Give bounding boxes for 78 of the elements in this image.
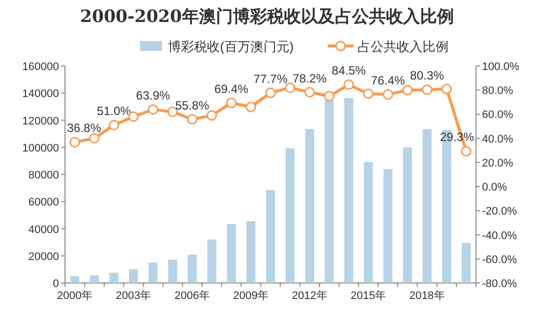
y2-tick-label: 40.0%	[482, 133, 514, 146]
point	[324, 90, 334, 102]
y2-tick-label: 80.0%	[482, 85, 514, 98]
data-label: 36.8%	[67, 121, 102, 136]
point	[382, 89, 394, 100]
point	[344, 79, 354, 90]
point	[422, 84, 432, 95]
bar	[383, 169, 392, 283]
point	[265, 88, 276, 98]
bar	[226, 224, 236, 283]
bar	[188, 254, 197, 283]
y-tick-label: 80000	[28, 170, 59, 182]
point	[402, 84, 413, 96]
x-tick-label: 2012年	[292, 290, 328, 302]
y-tick-label: 120000	[22, 115, 59, 128]
y-tick-label: 40000	[28, 224, 59, 236]
y2-tick-label: 100.0%	[482, 61, 520, 73]
y2-tick-label: -80.0%	[482, 278, 518, 290]
y-tick-label: 140000	[22, 88, 59, 100]
data-label: 55.8%	[175, 98, 210, 112]
y-tick-label: 0	[52, 278, 59, 290]
bar	[148, 262, 158, 283]
bar	[422, 129, 432, 283]
point	[206, 110, 218, 121]
y-tick-label: 160000	[22, 61, 59, 73]
bar	[207, 239, 216, 283]
point	[226, 98, 237, 108]
point	[460, 146, 472, 156]
bar	[462, 242, 471, 283]
bar	[70, 276, 80, 283]
chart-title: 2000-2020年澳门博彩税收以及占公共收入比例	[80, 7, 454, 27]
bar	[90, 275, 99, 283]
point	[441, 84, 452, 94]
legend-label: 博彩税收(百万澳门元)	[168, 39, 294, 54]
x-tick-label: 2018年	[409, 290, 445, 302]
data-label: 51.0%	[96, 104, 132, 118]
y2-tick-label: -60.0%	[482, 254, 518, 266]
data-label: 84.5%	[332, 64, 366, 78]
bar	[305, 129, 314, 283]
point	[284, 82, 296, 93]
data-label: 76.4%	[370, 73, 406, 88]
y2-tick-label: 20.0%	[482, 157, 514, 170]
data-label: 69.4%	[214, 82, 249, 96]
bar	[246, 221, 256, 283]
bar	[403, 147, 412, 283]
bar	[286, 148, 295, 283]
point	[246, 102, 256, 112]
data-label: 63.9%	[136, 88, 170, 103]
y-tick-label: 60000	[28, 196, 59, 209]
point	[363, 88, 374, 99]
y2-tick-label: 0.0%	[482, 182, 508, 194]
point	[148, 104, 158, 115]
y2-tick-label: -40.0%	[482, 230, 518, 242]
y2-tick-label: 60.0%	[482, 109, 514, 122]
point	[70, 136, 80, 148]
x-tick-label: 2003年	[116, 290, 152, 302]
data-label: 78.2%	[292, 71, 327, 86]
bar	[364, 162, 373, 283]
bar	[266, 190, 275, 283]
x-tick-label: 2000年	[57, 290, 93, 302]
x-tick-label: 2006年	[174, 290, 210, 302]
point	[108, 120, 120, 130]
point	[186, 114, 198, 125]
legend-label: 占公共收入比例	[358, 39, 449, 54]
data-label: 80.3%	[410, 68, 444, 83]
y-tick-label: 20000	[28, 250, 59, 263]
point	[89, 133, 100, 144]
y-tick-label: 100000	[22, 142, 59, 154]
point	[304, 87, 315, 98]
bar	[109, 272, 118, 283]
bar	[324, 100, 334, 283]
bar	[344, 98, 354, 283]
x-tick-label: 2009年	[233, 290, 269, 302]
data-label: 77.7%	[253, 72, 288, 86]
bar	[168, 260, 178, 283]
y2-tick-label: -20.0%	[482, 206, 518, 218]
bar	[129, 269, 138, 283]
x-tick-label: 2015年	[350, 290, 386, 302]
